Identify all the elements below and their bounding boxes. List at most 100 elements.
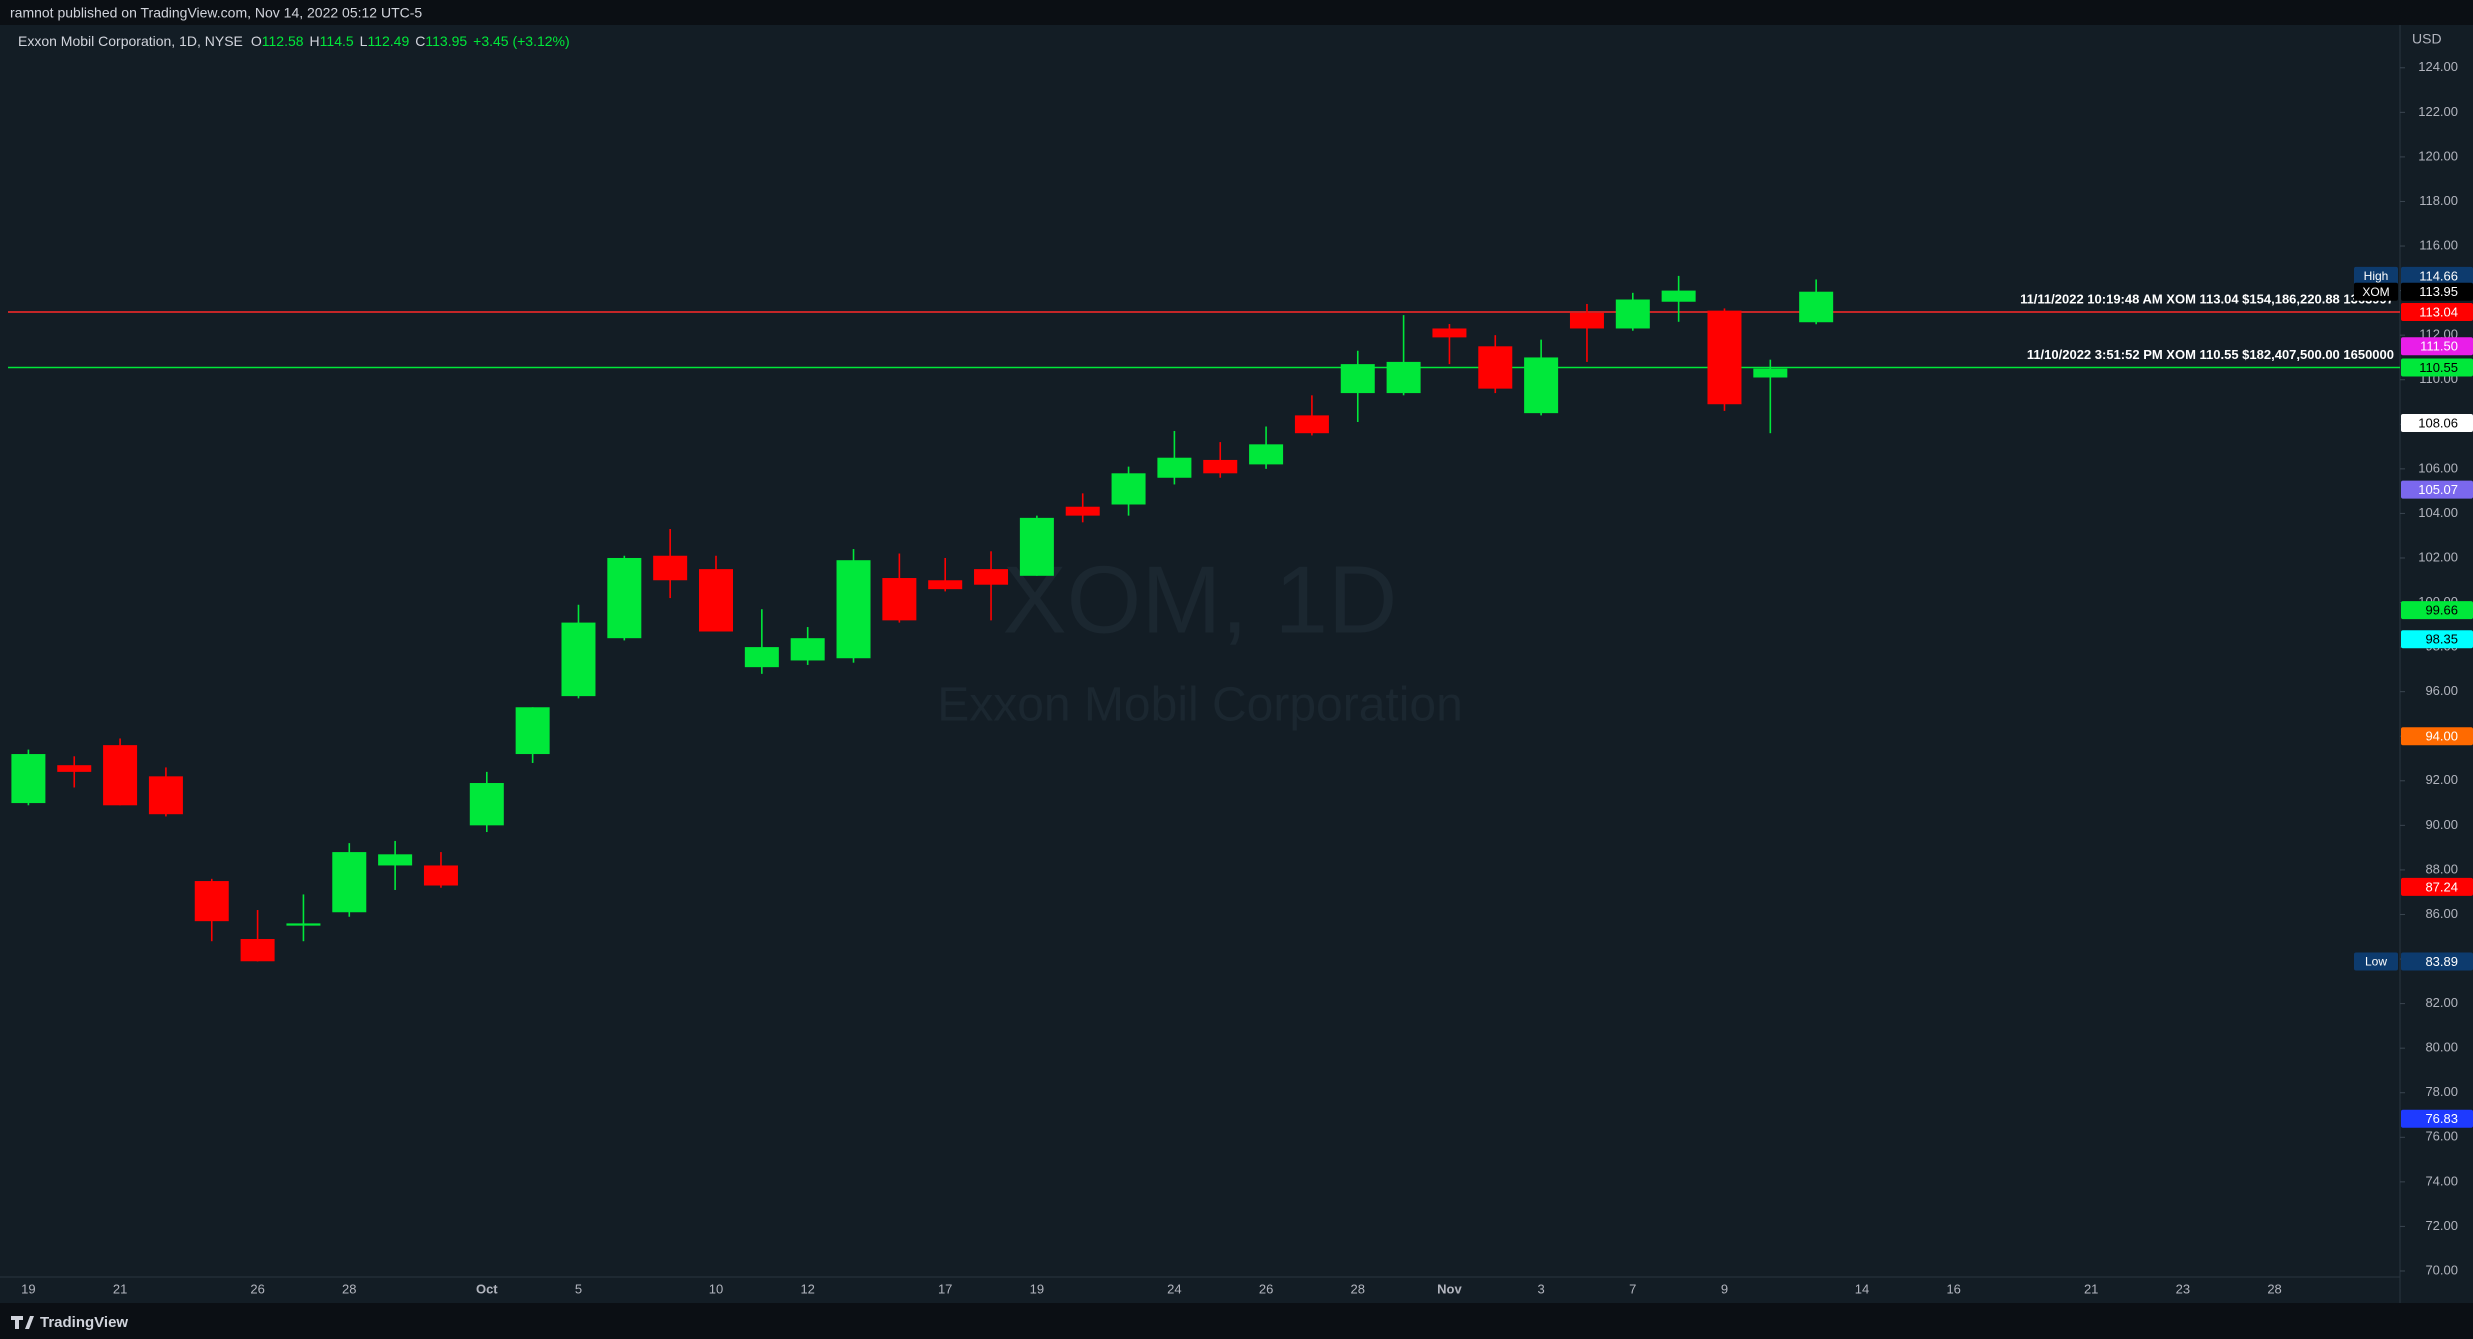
x-tick-label: 24 (1167, 1281, 1181, 1296)
candle-body (882, 578, 917, 621)
price-label-box (2401, 1109, 2473, 1128)
price-label: 99.66 (2425, 603, 2458, 618)
price-label-box (2401, 952, 2473, 971)
price-label: 108.06 (2418, 415, 2458, 430)
legend-key: H (310, 33, 320, 49)
candle-body (1569, 312, 1604, 329)
price-label: 114.66 (2419, 268, 2458, 283)
legend-value: 112.49 (367, 33, 409, 49)
candle-body (928, 580, 963, 590)
bottom-bar (0, 1303, 2473, 1339)
x-tick-label: 21 (2084, 1281, 2098, 1296)
legend-value: 112.58 (262, 33, 304, 49)
y-tick-label: 102.00 (2418, 549, 2458, 564)
y-tick-label: 96.00 (2425, 683, 2458, 698)
price-tag: Low (2365, 955, 2387, 969)
price-label-box (2401, 877, 2473, 896)
price-label-box (2401, 337, 2473, 356)
price-label: 83.89 (2425, 954, 2458, 969)
price-label-box (2401, 601, 2473, 620)
line-annotation: 11/11/2022 10:19:48 AM XOM 113.04 $154,1… (2020, 291, 2394, 306)
legend-value: 113.95 (425, 33, 467, 49)
x-tick-label: 28 (342, 1281, 356, 1296)
y-tick-label: 90.00 (2425, 817, 2458, 832)
x-tick-label: 28 (1351, 1281, 1365, 1296)
x-tick-label: 17 (938, 1281, 952, 1296)
y-tick-label: 82.00 (2425, 995, 2458, 1010)
candle-body (653, 555, 688, 581)
legend-key: O (251, 33, 262, 49)
candle-body (332, 852, 367, 913)
brand-logo (11, 1316, 34, 1329)
price-tag-box (2354, 266, 2398, 285)
x-tick-label: 10 (709, 1281, 723, 1296)
price-label: 111.50 (2420, 339, 2458, 354)
candle-body (286, 923, 321, 926)
candle-body (974, 569, 1009, 585)
brand-name: TradingView (40, 1314, 128, 1331)
candle-body (1294, 415, 1329, 434)
candle-body (1661, 290, 1696, 302)
price-label: 110.55 (2419, 360, 2458, 375)
candle-body (103, 745, 138, 806)
x-tick-label: 12 (800, 1281, 814, 1296)
candle-body (1524, 357, 1559, 414)
x-tick-label: 26 (250, 1281, 264, 1296)
candle-body (1753, 368, 1788, 378)
price-label-box (2401, 266, 2473, 285)
y-tick-label: 72.00 (2425, 1218, 2458, 1233)
candle-body (1386, 361, 1421, 394)
candle-body (148, 776, 183, 815)
x-tick-label: 21 (113, 1281, 127, 1296)
y-tick-label: 118.00 (2419, 193, 2458, 208)
price-label: 113.04 (2419, 304, 2458, 319)
candle-body (1249, 444, 1284, 465)
x-tick-label: 7 (1629, 1281, 1636, 1296)
price-label-box (2401, 727, 2473, 746)
x-tick-label: 16 (1946, 1281, 1960, 1296)
candle-body (1799, 291, 1834, 323)
price-label-box (2401, 358, 2473, 377)
price-label-box (2401, 630, 2473, 649)
candle-body (1111, 473, 1146, 505)
candle-body (607, 557, 642, 639)
price-tag: XOM (2362, 285, 2389, 299)
y-tick-label: 92.00 (2425, 772, 2458, 787)
price-label: 94.00 (2425, 729, 2458, 744)
price-label: 98.35 (2425, 632, 2458, 647)
x-tick-label: 14 (1855, 1281, 1869, 1296)
legend-value: 114.5 (320, 33, 354, 49)
price-tag-box (2354, 282, 2398, 301)
y-tick-label: 122.00 (2418, 104, 2458, 119)
candle-body (699, 569, 733, 632)
candle-body (836, 560, 871, 659)
y-tick-label: 70.00 (2425, 1262, 2458, 1277)
y-tick-label: 120.00 (2418, 148, 2458, 163)
candle-body (561, 622, 596, 697)
watermark-subtitle: Exxon Mobil Corporation (937, 679, 1463, 732)
y-tick-label: 104.00 (2418, 505, 2458, 520)
y-tick-label: 80.00 (2425, 1040, 2458, 1055)
candle-body (1615, 299, 1650, 329)
x-tick-label: Oct (476, 1281, 498, 1296)
published-text: ramnot published on TradingView.com, Nov… (10, 5, 422, 21)
top-bar (0, 0, 2473, 25)
candle-body (11, 754, 46, 804)
candle-body (1157, 457, 1192, 478)
candle-body (1340, 364, 1375, 394)
price-label: 113.95 (2419, 284, 2458, 299)
candle-body (240, 938, 275, 962)
legend: Exxon Mobil Corporation, 1D, NYSE O112.58… (18, 33, 570, 49)
price-label: 87.24 (2425, 879, 2458, 894)
price-label-box (2401, 480, 2473, 499)
price-label-box (2401, 302, 2473, 321)
candle-body (378, 854, 413, 866)
price-label-box (2401, 282, 2473, 301)
y-tick-label: 78.00 (2425, 1084, 2458, 1099)
x-tick-label: 5 (575, 1281, 582, 1296)
x-tick-label: 3 (1538, 1281, 1545, 1296)
x-tick-label: 28 (2267, 1281, 2281, 1296)
x-tick-label: 23 (2176, 1281, 2190, 1296)
